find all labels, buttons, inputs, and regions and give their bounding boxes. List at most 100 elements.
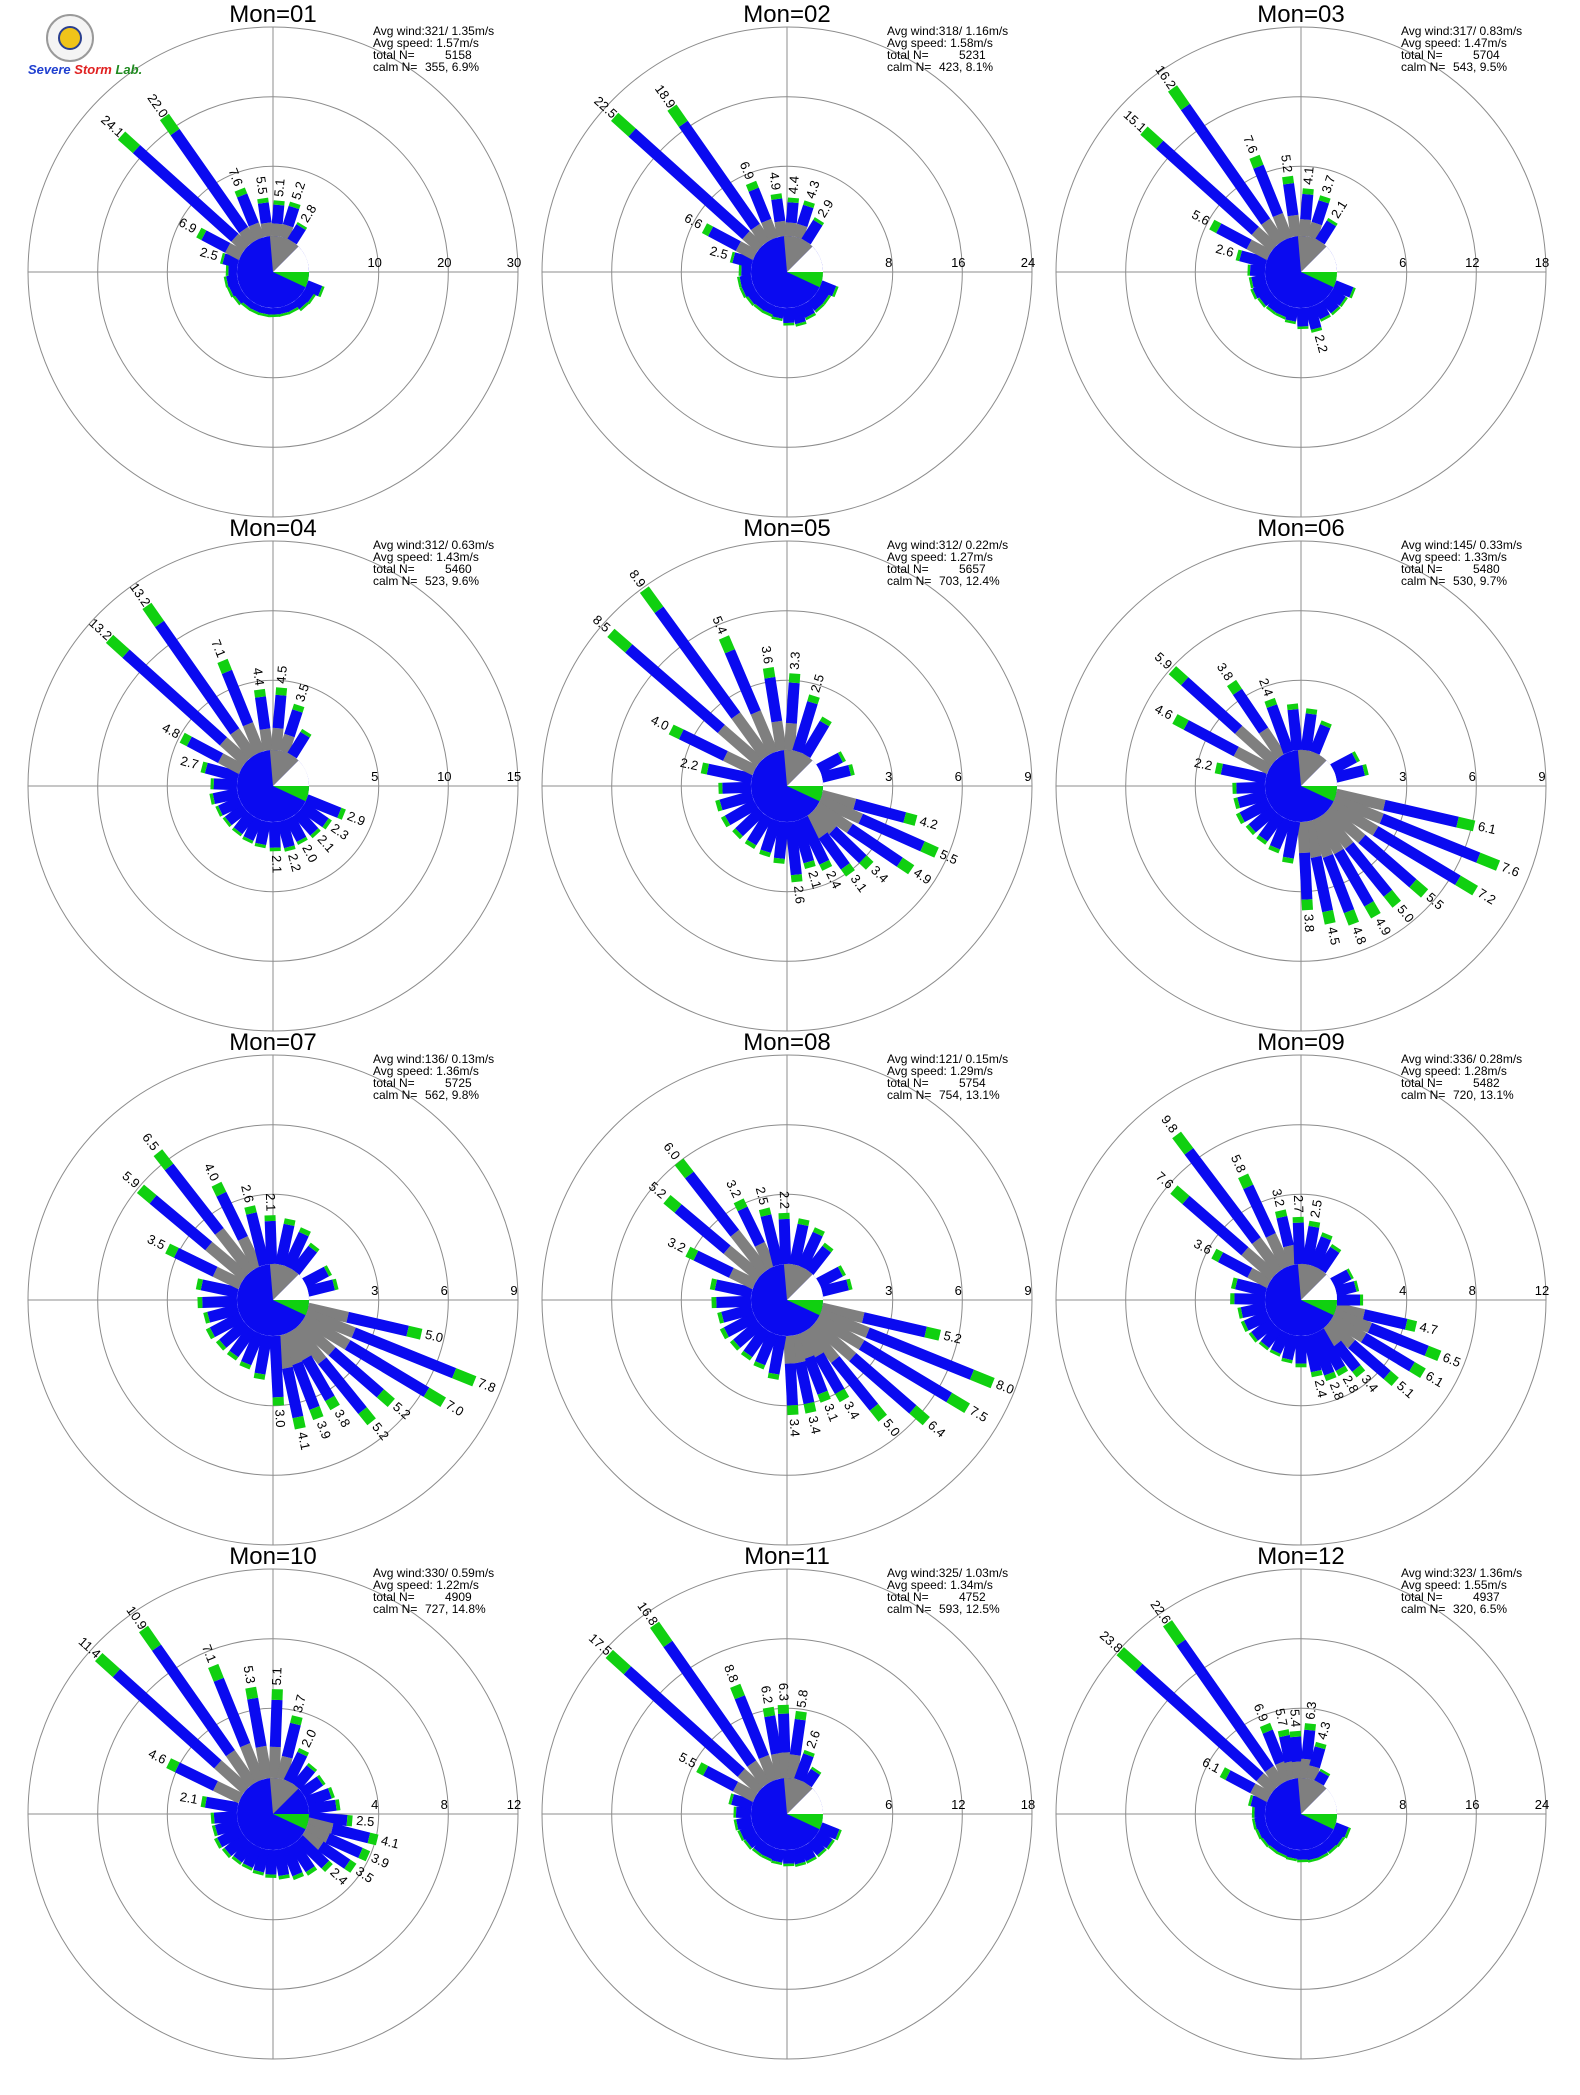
petal-tip <box>278 1874 290 1880</box>
wind-rose-panel: 4.76.56.15.13.42.82.82.43.67.69.85.83.2 2… <box>1055 1029 1549 1546</box>
petal-value-label: 2.9 <box>814 197 836 220</box>
petal-tip <box>803 200 815 209</box>
petal-tip <box>743 1839 753 1850</box>
petal-tip <box>813 217 825 226</box>
wind-rose-panel: 2.56.924.122.07.6 5.5 5.1 5.22.810 20 30Mon=0… <box>27 1 521 518</box>
petal-tip <box>805 312 817 321</box>
petal <box>307 1799 337 1815</box>
petal-tip <box>272 1396 284 1406</box>
petal-tip <box>196 227 207 241</box>
petal <box>797 1231 823 1270</box>
ring-tick-label: 16 <box>1465 1797 1479 1812</box>
petal-tip <box>288 307 299 315</box>
petal-tip <box>817 1848 827 1858</box>
petal-value-label: 5.5 <box>676 1749 699 1771</box>
petal <box>281 1722 301 1759</box>
stat-total-value: 5482 <box>1473 1076 1500 1090</box>
petal <box>1183 720 1239 757</box>
hub-gray-sector <box>269 1777 299 1814</box>
petal <box>224 803 248 826</box>
petal-tip <box>1219 1767 1231 1780</box>
petal-tip <box>826 1839 835 1850</box>
petal <box>1313 301 1330 320</box>
petal-value-label: 7.1 <box>208 637 229 659</box>
petal-tip <box>217 658 232 674</box>
petal-calm-band <box>805 1324 840 1363</box>
hub-gray-sector <box>1297 749 1327 786</box>
petal-tip <box>1289 1730 1302 1738</box>
petal <box>287 224 306 245</box>
hub-green-sector <box>1301 1300 1337 1316</box>
petal-value-label: 4.5 <box>273 665 290 684</box>
hub-green-sector <box>273 1300 309 1316</box>
petal <box>1367 1322 1429 1356</box>
petal-tip <box>1343 909 1359 926</box>
petal-tip <box>316 1774 326 1786</box>
petal-tip <box>1301 899 1313 911</box>
petal <box>132 145 239 242</box>
stat-avg-wind: Avg wind:145/ 0.33m/s <box>1401 538 1522 552</box>
petal-tip <box>215 1339 227 1351</box>
petal-tip <box>753 303 764 313</box>
petal <box>288 1840 315 1873</box>
petal-value-label: 6.3 <box>776 1683 792 1702</box>
petal <box>865 1327 974 1380</box>
petal-value-label: 3.0 <box>272 1409 288 1428</box>
ring-tick-label: 20 <box>437 255 451 270</box>
petal <box>221 669 254 727</box>
petal-value-label: 4.4 <box>250 667 267 687</box>
petal-calm-band <box>225 243 244 260</box>
petal <box>1330 1269 1352 1288</box>
petal-tip <box>837 751 846 763</box>
petal-tip <box>1331 306 1341 316</box>
petal-value-label: 5.2 <box>942 1328 963 1347</box>
petal <box>1240 1302 1267 1318</box>
petal <box>858 813 925 852</box>
petal-tip <box>1277 1729 1290 1738</box>
petal-tip <box>1284 319 1296 325</box>
petal-tip <box>1251 1806 1255 1818</box>
petal-value-label: 4.7 <box>1418 1319 1439 1338</box>
petal <box>209 1312 244 1338</box>
petal <box>1379 813 1481 863</box>
petal-tip <box>1335 1365 1349 1377</box>
stat-total-label: total N= <box>887 1076 929 1090</box>
petal <box>1330 752 1357 774</box>
petal-calm-band <box>1329 1313 1367 1343</box>
petal-calm-band <box>732 1781 758 1802</box>
petal <box>152 1644 235 1757</box>
petal-tip <box>1240 1320 1249 1332</box>
petal-value-label: 4.1 <box>295 1430 313 1451</box>
petal-tip <box>1235 249 1242 262</box>
petal-tip <box>794 1861 807 1867</box>
petal-tip <box>300 728 312 738</box>
petal <box>794 1361 815 1405</box>
petal <box>1217 1252 1253 1278</box>
petal-tip <box>753 1361 766 1370</box>
petal-tip <box>795 321 807 327</box>
petal <box>173 1247 218 1277</box>
petal-value-label: 5.4 <box>709 614 730 637</box>
petal <box>1135 1663 1264 1782</box>
petal-tip <box>1264 697 1278 708</box>
stat-avg-wind: Avg wind:312/ 0.22m/s <box>887 538 1008 552</box>
petal-value-label: 7.2 <box>1475 885 1498 907</box>
petal <box>255 696 271 730</box>
petal <box>791 305 806 325</box>
petal <box>784 1363 798 1406</box>
chart-title: Mon=02 <box>743 1 830 28</box>
petal <box>287 731 310 759</box>
petal-value-label: 2.1 <box>263 1193 279 1212</box>
petal-tip <box>1255 1828 1262 1840</box>
stat-avg-wind: Avg wind:323/ 1.36m/s <box>1401 1566 1522 1580</box>
petal-tip <box>1247 264 1251 276</box>
petal-tip <box>254 688 266 698</box>
stat-avg-wind: Avg wind:136/ 0.13m/s <box>373 1052 494 1066</box>
petal-value-label: 2.5 <box>708 243 729 262</box>
petal-tip <box>1297 326 1309 330</box>
petal <box>204 762 240 782</box>
petal-value-label: 8.5 <box>590 612 613 635</box>
petal-tip <box>1214 762 1223 775</box>
petal <box>204 1796 239 1814</box>
petal-value-label: 2.0 <box>299 842 321 865</box>
